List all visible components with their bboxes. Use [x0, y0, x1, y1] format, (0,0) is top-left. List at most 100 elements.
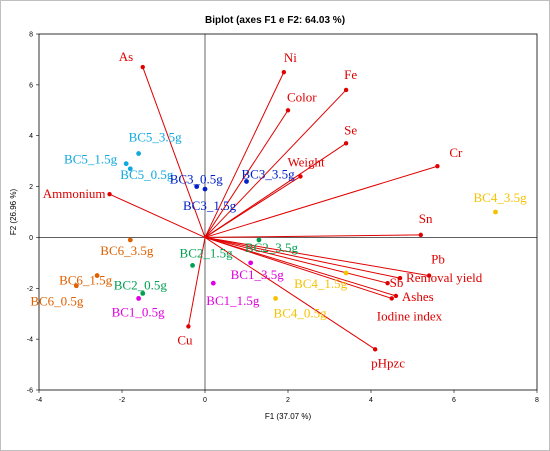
observation-point	[190, 263, 195, 268]
y-tick-label: 2	[29, 184, 33, 191]
variable-label: Fe	[344, 67, 357, 82]
observation-label: BC6_0.5g	[30, 294, 84, 309]
observation-point	[194, 184, 200, 189]
observation-point	[273, 296, 278, 301]
variable-point	[418, 232, 423, 238]
variable-label: Weight	[287, 154, 325, 169]
variable-point	[343, 141, 349, 146]
vector-line	[204, 175, 301, 238]
vector-line	[204, 71, 285, 238]
vector-line	[204, 236, 397, 297]
observation-label: BC6_1.5g	[59, 273, 113, 288]
observation-label: BC2_3.5g	[245, 240, 299, 255]
observation-point	[244, 179, 249, 184]
observation-point	[248, 260, 254, 266]
variable-point	[385, 281, 390, 286]
observation-label: BC4_3.5g	[474, 190, 528, 205]
vector-line	[204, 237, 376, 350]
point-labels: As Ni Fe Color Se Weight Cr Ammonium Sn Pb Removal…	[30, 49, 527, 370]
y-tick-label: -6	[27, 388, 33, 395]
vector-line	[204, 234, 421, 238]
x-tick-label: 8	[535, 397, 539, 404]
observation-label: BC5_0.5g	[120, 167, 174, 182]
variable-point	[140, 64, 145, 70]
y-tick-label: 8	[29, 32, 33, 39]
observation-label: BC2_1.5g	[180, 245, 234, 260]
vector-line	[204, 89, 347, 238]
observation-point	[256, 237, 262, 243]
observation-point	[343, 270, 349, 276]
y-tick-label: -4	[27, 337, 33, 344]
observation-label: BC1_0.5g	[112, 304, 166, 319]
vector-line	[204, 236, 392, 299]
observation-label: BC4_1.5g	[294, 276, 348, 291]
observation-point	[136, 151, 142, 156]
variable-point	[298, 174, 303, 179]
x-axis-label: F1 (37.07 %)	[265, 412, 312, 421]
vector-line	[204, 236, 388, 284]
vector-line	[204, 110, 289, 238]
variable-label: Sn	[419, 211, 433, 226]
vector-line	[142, 66, 206, 238]
observation-point	[127, 237, 133, 243]
y-axis-label: F2 (26.96 %)	[9, 189, 18, 236]
vector-line	[109, 193, 206, 238]
vector-line	[204, 236, 430, 277]
variable-point	[343, 87, 349, 93]
variable-label: Iodine index	[377, 308, 443, 323]
observation-label: BC5_3.5g	[129, 130, 183, 145]
observation-point	[94, 273, 100, 278]
vector-line	[204, 165, 438, 238]
variable-label: Sb	[390, 275, 404, 290]
variable-point	[372, 347, 378, 352]
observation-label: BC5_1.5g	[64, 152, 118, 167]
variable-point	[285, 108, 291, 113]
variable-point	[186, 324, 191, 329]
variable-point	[389, 296, 394, 301]
observation-points	[73, 64, 498, 352]
observation-label: BC1_1.5g	[206, 293, 260, 308]
variable-label: Ashes	[402, 289, 434, 304]
x-tick-label: 6	[452, 397, 456, 404]
observation-label: BC6_3.5g	[100, 243, 154, 258]
zero-axis-lines	[39, 34, 537, 390]
vector-line	[204, 236, 401, 279]
x-tick-label: -4	[36, 397, 42, 404]
variable-label: Pb	[431, 252, 445, 267]
variable-label: Removal yield	[406, 270, 483, 285]
y-tick-label: -2	[27, 286, 33, 293]
variable-point	[435, 164, 440, 169]
observation-label: BC1_3.5g	[231, 267, 285, 282]
observation-point	[493, 209, 498, 215]
chart-title: Biplot (axes F1 e F2: 64.03 %)	[205, 15, 345, 26]
observation-label: BC3_0.5g	[170, 172, 224, 187]
x-tick-label: 2	[286, 397, 290, 404]
observation-label: BC4_0.5g	[274, 305, 328, 320]
variable-point	[281, 69, 287, 75]
vector-line	[204, 142, 347, 238]
observation-label: BC3_3.5g	[242, 166, 296, 181]
observation-point	[202, 186, 208, 192]
variable-label: Cu	[177, 332, 193, 347]
variable-point	[393, 293, 399, 299]
variable-label: Color	[287, 89, 317, 104]
observation-point	[73, 283, 79, 289]
x-tick-label: 0	[203, 397, 207, 404]
vector-line	[187, 237, 206, 327]
variable-label: Ammonium	[43, 186, 106, 201]
observation-label: BC3_1.5g	[183, 198, 237, 213]
x-tick-label: -2	[119, 397, 125, 404]
x-tick-label: 4	[369, 397, 373, 404]
variable-point	[426, 273, 432, 278]
y-tick-label: 6	[29, 82, 33, 89]
variable-label: Cr	[449, 145, 463, 160]
y-tick-label: 0	[29, 235, 33, 242]
observation-point	[127, 166, 133, 172]
variable-label: Se	[344, 122, 357, 137]
observation-point	[210, 280, 216, 286]
variable-vectors	[109, 66, 438, 350]
y-tick-label: 4	[29, 133, 33, 140]
